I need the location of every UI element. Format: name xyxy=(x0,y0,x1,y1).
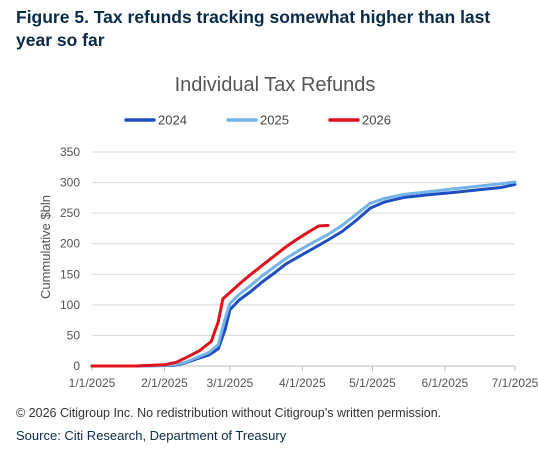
y-tick-label: 300 xyxy=(60,176,80,190)
x-tick-label: 5/1/2025 xyxy=(349,376,396,390)
x-axis-ticks: 1/1/2025 2/1/2025 3/1/2025 4/1/2025 5/1/2025… xyxy=(69,366,538,390)
x-tick-label: 2/1/2025 xyxy=(141,376,188,390)
y-tick-label: 0 xyxy=(73,359,80,373)
x-tick-label: 4/1/2025 xyxy=(279,376,326,390)
series-line-2024 xyxy=(90,182,517,368)
x-tick-label: 3/1/2025 xyxy=(207,376,254,390)
chart-series xyxy=(90,180,517,368)
chart-title: Individual Tax Refunds xyxy=(175,74,376,96)
copyright-notice: © 2026 Citigroup Inc. No redistribution … xyxy=(16,406,442,420)
y-tick-label: 100 xyxy=(60,298,80,312)
y-axis-ticks: 0 50 100 150 200 250 300 350 xyxy=(60,145,80,373)
line-chart: Individual Tax Refunds 2024 2025 2026 0 50 1… xyxy=(38,74,538,390)
series-line-2025 xyxy=(90,180,517,368)
x-tick-label: 7/1/2025 xyxy=(492,376,538,390)
y-tick-label: 350 xyxy=(60,145,80,159)
y-tick-label: 250 xyxy=(60,206,80,220)
y-tick-label: 150 xyxy=(60,267,80,281)
chart-legend: 2024 2025 2026 xyxy=(124,113,391,128)
legend-label-2024: 2024 xyxy=(158,113,187,128)
series-line-2026 xyxy=(90,223,330,368)
y-tick-label: 200 xyxy=(60,237,80,251)
chart-grid xyxy=(92,151,515,367)
y-axis-label: Cummulative $bln xyxy=(38,195,53,299)
legend-label-2025: 2025 xyxy=(260,113,289,128)
source-note: Source: Citi Research, Department of Tre… xyxy=(16,428,287,443)
x-tick-label: 6/1/2025 xyxy=(422,376,469,390)
figure-title: Figure 5. Tax refunds tracking somewhat … xyxy=(16,7,491,50)
chart-area: Individual Tax Refunds 2024 2025 2026 0 50 1… xyxy=(0,64,538,399)
legend-label-2026: 2026 xyxy=(362,113,391,128)
y-tick-label: 50 xyxy=(67,328,81,342)
x-tick-label: 1/1/2025 xyxy=(69,376,116,390)
